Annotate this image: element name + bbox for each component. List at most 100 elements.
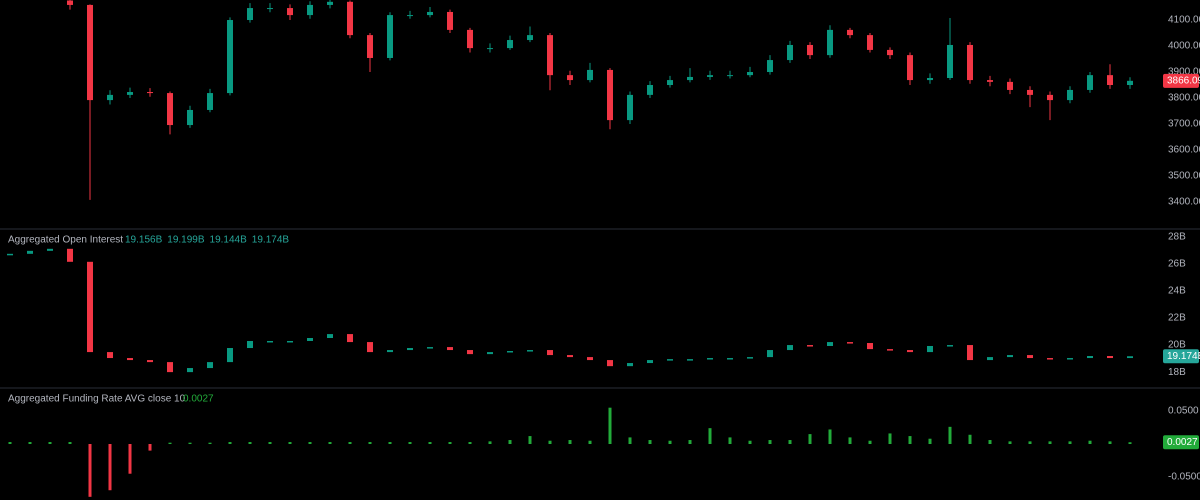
funding-bar [888,433,892,445]
oi-mark [187,368,193,373]
funding-bar [948,426,952,445]
oi-mark [487,352,493,355]
funding-bar [988,440,992,445]
candle-body [767,60,773,73]
oi-mark [567,355,573,358]
oi-mark [747,357,753,359]
y-tick-label: 18B [1168,367,1186,378]
funding-bar [608,407,612,445]
oi-legend-value: 19.156B [125,235,163,246]
oi-mark [1127,356,1133,359]
oi-mark [427,347,433,349]
funding-bar [388,442,392,445]
funding-bar [1108,441,1112,445]
funding-bar [748,440,752,445]
oi-mark [227,348,233,363]
oi-mark [727,358,733,360]
funding-bar [308,442,312,445]
funding-bar [1008,441,1012,445]
candle-body [87,4,93,101]
oi-mark [347,334,353,343]
funding-bar [928,438,932,445]
funding-legend-value: 0.0027 [183,394,214,405]
funding-bar [268,442,272,445]
funding-bar [128,444,132,474]
oi-mark [587,357,593,361]
price-last-bg [1163,73,1199,88]
oi-mark [1087,356,1093,359]
funding-bar [508,440,512,445]
y-tick-label: 4000.00 [1168,41,1200,52]
candle-body [587,69,593,81]
oi-mark [507,350,513,353]
candle-body [267,8,273,10]
candle-body [287,8,293,16]
oi-mark [387,350,393,353]
y-tick-label: 28B [1168,231,1186,242]
oi-last: 19.174B [1167,351,1200,362]
funding-bar [828,429,832,445]
funding-bar [288,442,292,445]
price-last: 3866.09 [1167,75,1200,86]
funding-last: 0.0027 [1167,437,1198,448]
funding-bar [1048,441,1052,445]
funding-bar [1028,441,1032,445]
funding-bar [368,442,372,445]
funding-bar [528,436,532,445]
oi-mark [667,359,673,361]
funding-bar [488,441,492,445]
candle-body [547,35,553,76]
oi-mark [1067,358,1073,360]
oi-mark [1107,356,1113,359]
funding-bar [28,442,32,445]
candle-body [707,75,713,77]
oi-mark [687,359,693,361]
candle-body [227,20,233,94]
candle-body [727,75,733,77]
oi-mark [67,248,73,262]
candle-body [1107,75,1113,86]
oi-mark [827,342,833,346]
candle-body [787,44,793,61]
candle-body [947,44,953,78]
funding-bar [788,440,792,445]
candle-body [447,11,453,30]
oi-mark [287,340,293,343]
y-tick-label: 3500.00 [1168,171,1200,182]
candle-body [687,76,693,81]
funding-bar [248,442,252,445]
funding-bar [708,428,712,445]
y-tick-label: 20B [1168,340,1186,351]
oi-mark [987,357,993,361]
y-tick-label: -0.0500 [1168,472,1200,483]
y-tick-label: 3900.00 [1168,67,1200,78]
oi-mark [907,350,913,353]
candle-body [867,35,873,50]
y-tick-label: 3800.00 [1168,93,1200,104]
candle-body [1047,94,1053,101]
funding-bar [628,437,632,445]
oi-mark [447,347,453,351]
y-tick-label: 24B [1168,286,1186,297]
funding-bar [188,442,192,445]
candle-body [1067,89,1073,101]
oi-mark [547,350,553,356]
candle-body [627,94,633,121]
funding-bar [868,440,872,445]
funding-bar [728,437,732,445]
candle-body [107,94,113,101]
funding-bar [68,442,72,445]
candle-body [987,80,993,82]
oi-mark [887,349,893,351]
funding-bar [328,442,332,445]
oi-mark [247,340,253,349]
candle-body [127,92,133,95]
oi-mark [527,350,533,352]
candle-body [67,0,73,5]
oi-mark [267,340,273,343]
candle-body [1127,80,1133,86]
funding-bar [848,437,852,445]
oi-mark [127,358,133,361]
funding-bar [108,444,112,491]
funding-bar [668,440,672,445]
